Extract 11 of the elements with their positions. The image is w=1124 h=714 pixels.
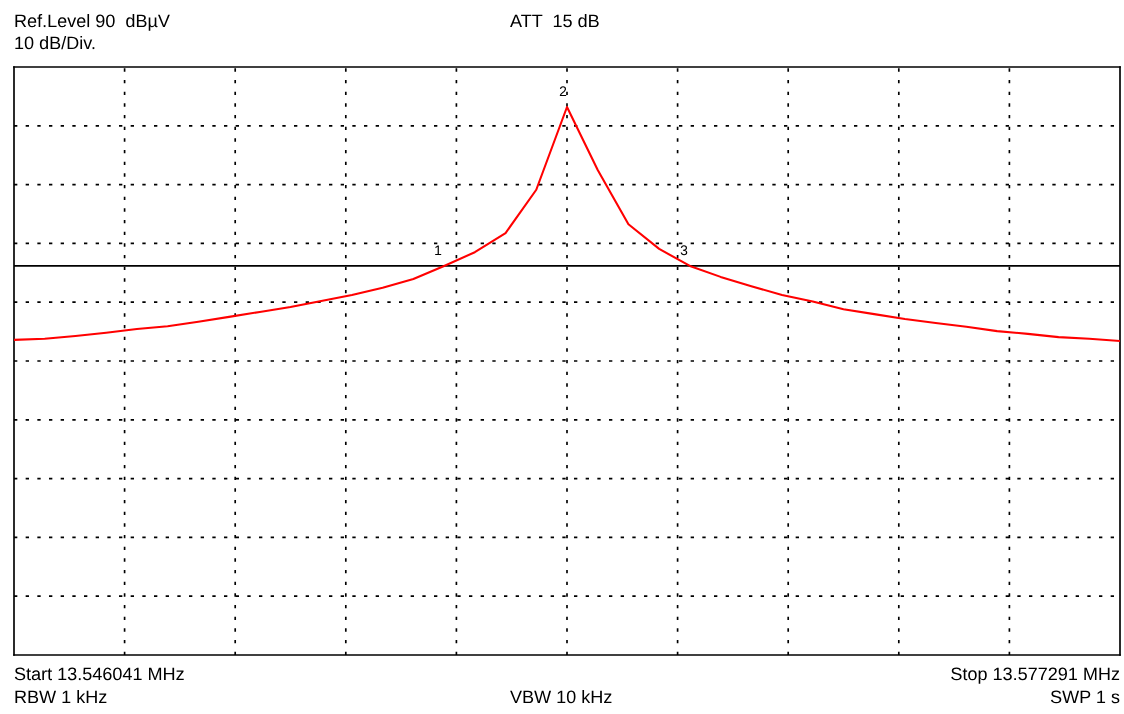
text: SWP 1 s [1050, 690, 1120, 704]
annotation: 3 [680, 245, 688, 256]
text: Stop 13.577291 MHz [951, 667, 1120, 684]
text: VBW 10 kHz [510, 690, 612, 704]
text: Ref.Level 90 dBµV [15, 14, 170, 31]
text: RBW 1 kHz [15, 690, 107, 704]
annotation: 1 [435, 245, 442, 256]
text: 10 dB/Div. [15, 36, 95, 50]
text: Start 13.546041 MHz [14, 667, 184, 681]
text: ATT 15 dB [510, 14, 599, 28]
text: 2 [559, 86, 567, 97]
